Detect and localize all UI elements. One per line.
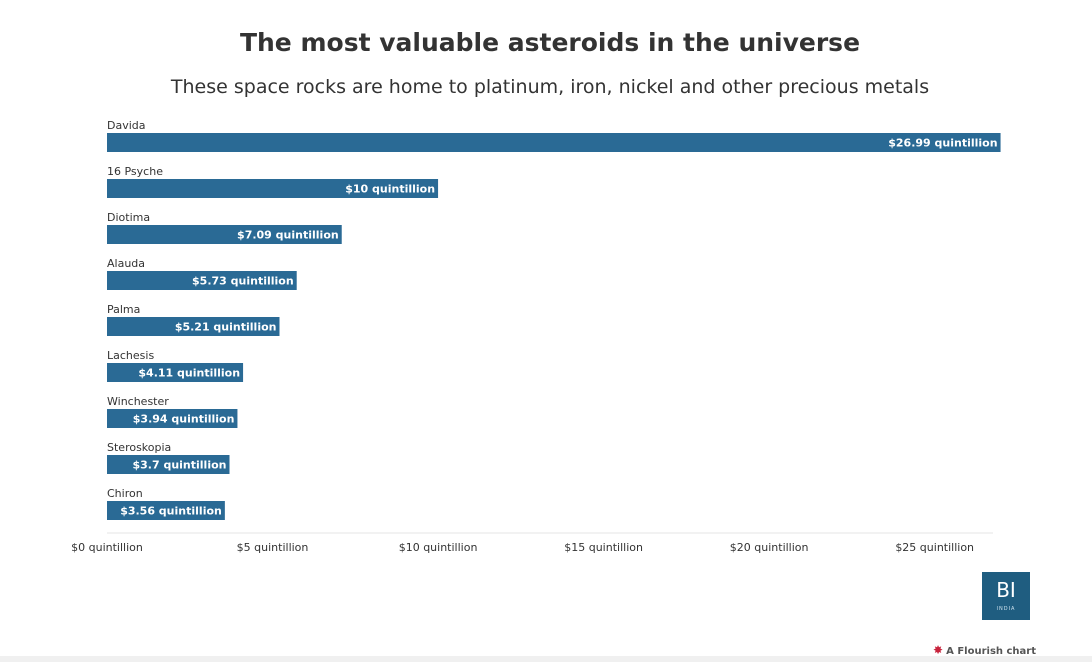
data-label: $26.99 quintillion xyxy=(888,137,997,150)
x-tick-label: $0 quintillion xyxy=(71,541,143,554)
chart-subtitle: These space rocks are home to platinum, … xyxy=(170,76,930,98)
data-label: $3.94 quintillion xyxy=(133,413,235,426)
bar[interactable] xyxy=(107,271,297,290)
bar[interactable] xyxy=(107,225,342,244)
data-label: $5.21 quintillion xyxy=(175,321,277,334)
category-label: Lachesis xyxy=(107,349,154,362)
x-tick-label: $20 quintillion xyxy=(730,541,809,554)
bi-india-logo[interactable]: BI INDIA xyxy=(982,572,1030,620)
bar[interactable] xyxy=(107,409,238,428)
bar[interactable] xyxy=(107,317,280,336)
data-label: $10 quintillion xyxy=(345,183,435,196)
category-label: Alauda xyxy=(107,257,145,270)
logo-sub-text: INDIA xyxy=(996,606,1016,612)
data-label: $3.56 quintillion xyxy=(120,505,222,518)
bar[interactable] xyxy=(107,363,244,382)
x-tick-label: $5 quintillion xyxy=(237,541,309,554)
category-label: 16 Psyche xyxy=(107,165,163,178)
flourish-icon: ✸ xyxy=(933,643,944,657)
category-label: Steroskopia xyxy=(107,441,171,454)
chart-title: The most valuable asteroids in the unive… xyxy=(239,28,861,57)
x-tick-label: $25 quintillion xyxy=(895,541,974,554)
data-label: $7.09 quintillion xyxy=(237,229,339,242)
logo-main-text: BI xyxy=(996,578,1016,602)
x-tick-label: $10 quintillion xyxy=(399,541,478,554)
category-label: Winchester xyxy=(107,395,169,408)
bar[interactable] xyxy=(107,133,1001,152)
flourish-credit[interactable]: ✸ A Flourish chart xyxy=(933,643,1036,657)
flourish-credit-text: A Flourish chart xyxy=(946,646,1036,657)
data-label: $3.7 quintillion xyxy=(132,459,226,472)
data-label: $5.73 quintillion xyxy=(192,275,294,288)
category-label: Davida xyxy=(107,119,146,132)
bar[interactable] xyxy=(107,501,225,520)
bar-chart: Davida $26.99 quintillion 16 Psyche $10 qui… xyxy=(71,119,1001,554)
bar[interactable] xyxy=(107,455,230,474)
category-label: Palma xyxy=(107,303,140,316)
bottom-bar xyxy=(0,656,1092,662)
category-label: Diotima xyxy=(107,211,150,224)
x-tick-label: $15 quintillion xyxy=(564,541,643,554)
data-label: $4.11 quintillion xyxy=(138,367,240,380)
category-label: Chiron xyxy=(107,487,143,500)
bar[interactable] xyxy=(107,179,439,198)
